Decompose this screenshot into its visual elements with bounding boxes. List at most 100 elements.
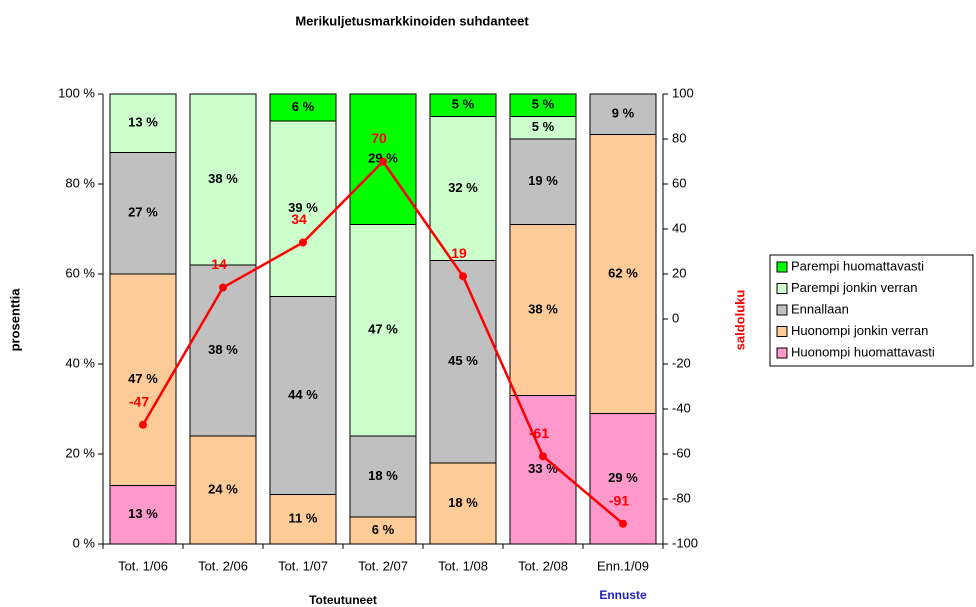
bar-label: 5 % xyxy=(532,97,555,112)
legend-label: Huonompi jonkin verran xyxy=(791,323,928,338)
x-axis-title: Ennuste xyxy=(599,588,647,602)
bar-label: 39 % xyxy=(288,200,318,215)
bar-segment xyxy=(429,116,497,261)
legend-box xyxy=(769,254,974,367)
x-tick-label: Tot. 2/08 xyxy=(518,558,568,573)
y-tick-label: 60 % xyxy=(65,265,95,280)
bar-segment xyxy=(509,93,577,117)
bar-segment xyxy=(109,485,177,545)
bar-segment xyxy=(189,435,257,545)
bar-segment xyxy=(509,395,577,545)
chart-title: Merikuljetusmarkkinoiden suhdanteet xyxy=(295,13,529,28)
bar-label: 5 % xyxy=(452,97,475,112)
line-point xyxy=(539,452,547,461)
line-label: 14 xyxy=(211,256,227,272)
y2-tick-label: -40 xyxy=(672,400,691,415)
bar-label: 38 % xyxy=(208,342,238,357)
line-label: -61 xyxy=(529,425,549,441)
bar-segment xyxy=(589,93,657,135)
bar-segment xyxy=(349,224,417,437)
bar-segment xyxy=(589,413,657,545)
bar-label: 33 % xyxy=(528,461,558,476)
legend-swatch xyxy=(776,326,788,337)
x-axis-title: Toteutuneet xyxy=(309,593,377,607)
bar-label: 47 % xyxy=(368,322,398,337)
bar-segment xyxy=(189,93,257,266)
legend-label: Parempi huomattavasti xyxy=(791,258,924,273)
bar-label: 6 % xyxy=(372,522,395,537)
bar-label: 24 % xyxy=(208,481,238,496)
y-tick-label: 40 % xyxy=(65,355,95,370)
bar-segment xyxy=(429,462,497,545)
bar-segment xyxy=(269,93,337,122)
y2-tick-label: 60 xyxy=(672,175,686,190)
y2-tick-label: 80 xyxy=(672,130,686,145)
bar-label: 38 % xyxy=(208,171,238,186)
y2-tick-label: -100 xyxy=(672,535,698,550)
bar-label: 38 % xyxy=(528,301,558,316)
bar-label: 32 % xyxy=(448,180,478,195)
y-tick-label: 0 % xyxy=(73,535,96,550)
line-label: 34 xyxy=(291,211,307,227)
bar-segment xyxy=(269,120,337,297)
y2-tick-label: -60 xyxy=(672,445,691,460)
bar-label: 29 % xyxy=(608,470,638,485)
bar-label: 18 % xyxy=(368,468,398,483)
bar-segment xyxy=(269,494,337,545)
line-point xyxy=(379,157,387,166)
line-label: -47 xyxy=(129,393,149,409)
bar-label: 19 % xyxy=(528,173,558,188)
line-point xyxy=(459,272,467,281)
bar-label: 5 % xyxy=(532,119,555,134)
line-label: 19 xyxy=(451,245,467,261)
y-tick-label: 100 % xyxy=(58,85,95,100)
x-tick-label: Tot. 2/07 xyxy=(358,558,408,573)
bar-segment xyxy=(429,93,497,117)
line-label: -91 xyxy=(609,492,629,508)
bar-segment xyxy=(109,152,177,275)
bar-label: 11 % xyxy=(289,511,318,526)
line-point xyxy=(139,420,147,429)
bar-label: 44 % xyxy=(288,387,318,402)
bar-segment xyxy=(349,435,417,518)
legend-label: Parempi jonkin verran xyxy=(791,280,917,295)
x-tick-label: Enn.1/09 xyxy=(597,558,649,573)
bar-label: 9 % xyxy=(612,106,635,121)
legend-label: Huonompi huomattavasti xyxy=(791,344,935,359)
y2-tick-label: 0 xyxy=(672,310,679,325)
x-tick-label: Tot. 2/06 xyxy=(198,558,248,573)
x-tick-label: Tot. 1/07 xyxy=(278,558,328,573)
y2-tick-label: 40 xyxy=(672,220,686,235)
bar-segment xyxy=(189,264,257,437)
line-point xyxy=(299,238,307,247)
bar-label: 13 % xyxy=(128,506,158,521)
bar-segment xyxy=(509,138,577,225)
y-tick-label: 20 % xyxy=(65,445,95,460)
x-tick-label: Tot. 1/06 xyxy=(118,558,168,573)
bar-label: 13 % xyxy=(128,115,158,130)
bar-label: 6 % xyxy=(292,99,315,114)
bar-segment xyxy=(109,93,177,153)
y2-tick-label: 20 xyxy=(672,265,686,280)
y2-axis-title: saldoluku xyxy=(732,290,747,351)
legend-swatch xyxy=(776,304,788,316)
line-point xyxy=(219,283,227,292)
y2-tick-label: -20 xyxy=(672,355,691,370)
line-label: 70 xyxy=(371,130,387,146)
x-tick-label: Tot. 1/08 xyxy=(438,558,488,573)
y2-tick-label: -80 xyxy=(672,490,691,505)
line-point xyxy=(619,519,627,528)
legend-swatch xyxy=(776,283,788,294)
y-tick-label: 80 % xyxy=(65,175,95,190)
bar-label: 45 % xyxy=(448,353,478,368)
bar-segment xyxy=(509,224,577,396)
y2-tick-label: 100 xyxy=(672,85,694,100)
legend-swatch xyxy=(776,261,788,273)
bar-segment xyxy=(349,516,417,545)
legend-swatch xyxy=(776,347,788,359)
bar-segment xyxy=(589,134,657,414)
bar-segment xyxy=(269,296,337,495)
bar-label: 62 % xyxy=(608,265,638,280)
legend-label: Ennallaan xyxy=(791,301,849,316)
